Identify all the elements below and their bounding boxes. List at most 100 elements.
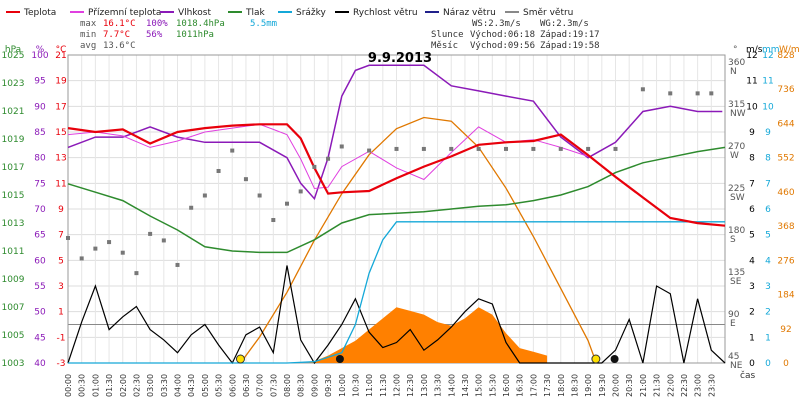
stats-avg-label: avg <box>80 41 96 51</box>
hpa-axis-tick: 1007 <box>2 303 25 313</box>
rain-intensity-area <box>308 307 548 363</box>
legend-label: Náraz větru <box>443 8 496 18</box>
ms-axis-tick: 10 <box>746 102 758 112</box>
wind-direction-point <box>586 146 591 151</box>
wind-direction-point <box>421 146 426 151</box>
pressure-line <box>67 146 726 254</box>
wind-direction-point <box>216 168 221 173</box>
time-tick: 03:30 <box>160 374 169 397</box>
temp-axis-tick: 13 <box>55 154 66 164</box>
time-tick: 08:30 <box>297 374 306 397</box>
pct-axis-tick: 95 <box>34 77 45 87</box>
time-tick: 12:30 <box>406 374 415 397</box>
time-tick: 17:30 <box>543 374 552 397</box>
pct-axis-tick: 55 <box>34 282 45 292</box>
temp-axis-tick: -3 <box>57 359 66 369</box>
wm2-axis-label: W/m2 <box>779 45 800 55</box>
time-tick: 05:00 <box>201 374 210 397</box>
rain-line <box>68 221 725 364</box>
hpa-axis-tick: 1025 <box>2 51 25 61</box>
time-tick: 05:30 <box>215 374 224 397</box>
hpa-axis-tick: 1021 <box>2 107 25 117</box>
dir-axis-compass: S <box>730 235 736 245</box>
wind-direction-point <box>326 156 331 161</box>
pct-axis-tick: 40 <box>34 359 46 369</box>
ms-axis-tick: 12 <box>746 51 757 61</box>
pct-axis-tick: 70 <box>34 205 46 215</box>
legend-label: Teplota <box>23 8 56 18</box>
hpa-axis-label: hPa <box>5 45 21 55</box>
pct-axis-tick: 85 <box>34 128 45 138</box>
info-sun-rise: Východ:06:18 <box>470 30 535 40</box>
time-tick: 04:30 <box>187 374 196 397</box>
info-moon-rise: Východ:09:56 <box>470 41 535 51</box>
time-tick: 18:00 <box>557 374 566 397</box>
wind-direction-point <box>66 235 70 240</box>
point-layer <box>66 87 714 364</box>
time-tick: 00:30 <box>78 374 87 397</box>
mm-axis-tick: 2 <box>765 308 771 318</box>
time-tick: 14:00 <box>447 374 456 397</box>
sun-marker <box>591 354 601 364</box>
temp-axis-tick: 3 <box>58 282 64 292</box>
mm-axis-tick: 5 <box>765 231 771 241</box>
legend-label: Tlak <box>245 8 266 18</box>
wm2-axis-tick: 552 <box>777 154 794 164</box>
temp-axis-tick: 7 <box>58 231 64 241</box>
moon-marker <box>335 355 344 363</box>
dir-axis-tick: 315 <box>728 100 745 110</box>
wind-direction-point <box>531 146 536 151</box>
mm-axis-tick: 10 <box>762 102 774 112</box>
hpa-axis-tick: 1005 <box>2 331 25 341</box>
pct-axis-tick: 45 <box>34 333 45 343</box>
dir-axis-tick: 360 <box>728 58 745 68</box>
temp-axis-label: °C <box>56 45 67 55</box>
dir-axis-compass: NE <box>730 361 743 371</box>
time-tick: 23:00 <box>694 374 703 397</box>
stats-min-temp: 7.7°C <box>103 30 130 40</box>
legend-label: Rychlost větru <box>353 8 418 18</box>
ms-axis-tick: 6 <box>749 205 755 215</box>
pct-axis-tick: 80 <box>34 154 46 164</box>
mm-axis-tick: 0 <box>765 359 771 369</box>
info-moon-set: Západ:19:58 <box>540 41 600 51</box>
wind-direction-point <box>285 201 289 206</box>
wm2-axis-tick: 736 <box>777 85 794 95</box>
mm-axis-tick: 9 <box>765 128 771 138</box>
wind-direction-point <box>394 146 399 151</box>
hpa-axis-tick: 1019 <box>2 135 25 145</box>
time-tick: 16:00 <box>502 374 511 397</box>
time-tick: 18:30 <box>570 374 579 397</box>
mm-axis-tick: 11 <box>762 77 773 87</box>
temp-axis-tick: -1 <box>57 333 66 343</box>
time-tick: 02:00 <box>119 374 128 397</box>
wind-direction-point <box>449 146 454 151</box>
temp-axis-tick: 15 <box>55 128 66 138</box>
wm2-axis-tick: 184 <box>777 291 794 301</box>
temp-axis-tick: 19 <box>55 77 67 87</box>
dir-axis-compass: E <box>730 319 736 329</box>
wind-direction-point <box>161 238 166 243</box>
wind-direction-point <box>243 177 248 182</box>
wind-direction-point <box>257 193 262 198</box>
pct-axis-tick: 100 <box>31 51 48 61</box>
wm2-axis-tick: 92 <box>780 325 791 335</box>
time-tick: 00:00 <box>64 374 73 397</box>
stats-max-hum: 100% <box>146 19 168 29</box>
temp-axis-tick: 21 <box>55 51 66 61</box>
time-tick: 20:00 <box>612 374 621 397</box>
ms-axis-tick: 8 <box>749 154 755 164</box>
temp-axis-tick: 17 <box>55 102 66 112</box>
hpa-axis-tick: 1013 <box>2 219 25 229</box>
wind-direction-point <box>134 271 139 276</box>
info-sun-label: Slunce <box>431 30 464 40</box>
legend-label: Vlhkost <box>178 8 211 18</box>
wind-direction-point <box>709 91 714 96</box>
stats-min-press: 1011hPa <box>176 30 214 40</box>
ms-axis-tick: 2 <box>749 308 755 318</box>
stats-avg-temp: 13.6°C <box>103 41 136 51</box>
time-tick: 10:00 <box>338 374 347 397</box>
temp-axis-tick: 1 <box>58 308 64 318</box>
time-tick: 22:00 <box>666 374 675 397</box>
time-tick: 03:00 <box>146 374 155 397</box>
